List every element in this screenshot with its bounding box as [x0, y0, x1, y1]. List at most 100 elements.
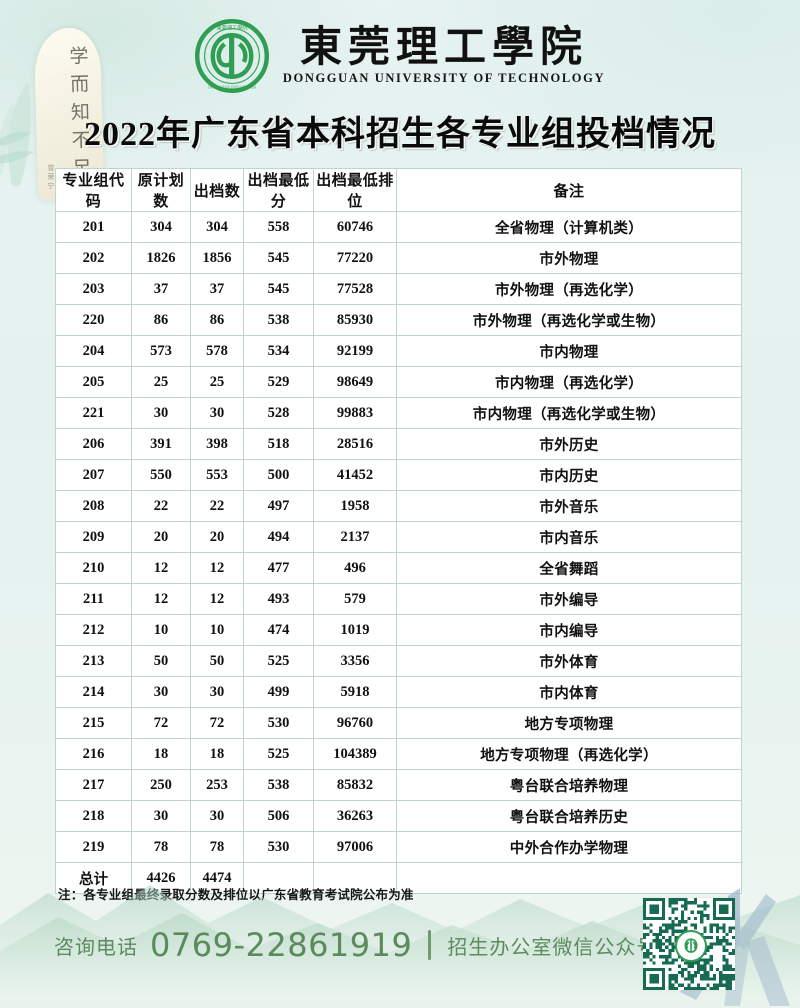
cell-minscore: 499 [243, 676, 314, 708]
cell-code: 220 [55, 304, 132, 336]
cell-plan: 20 [131, 521, 191, 553]
cell-remark: 地方专项物理（再选化学） [396, 738, 742, 770]
table-row: 213 50 50 525 3356 市外体育 [55, 645, 742, 677]
cell-minrank: 60746 [313, 211, 397, 243]
cell-remark: 市内历史 [396, 459, 742, 491]
cell-minscore: 506 [243, 800, 314, 832]
table-row: 217 250 253 538 85832 粤台联合培养物理 [55, 769, 742, 801]
admission-score-table: 专业组代码 原计划数 出档数 出档最低分 出档最低排位 备注 201 304 304… [55, 168, 742, 894]
cell-plan: 304 [131, 211, 191, 243]
table-row: 205 25 25 529 98649 市内物理（再选化学） [55, 366, 742, 398]
table-row: 214 30 30 499 5918 市内体育 [55, 676, 742, 708]
table-row: 218 30 30 506 36263 粤台联合培养历史 [55, 800, 742, 832]
cell-remark: 市内物理（再选化学或生物） [396, 397, 742, 429]
cell-code: 221 [55, 397, 132, 429]
cell-out: 253 [190, 769, 244, 801]
cell-plan: 30 [131, 800, 191, 832]
cell-minscore: 528 [243, 397, 314, 429]
page-title: 2022年广东省本科招生各专业组投档情况 [84, 116, 716, 153]
cell-code: 215 [55, 707, 132, 739]
cell-minrank: 92199 [313, 335, 397, 367]
cell-minscore: 545 [243, 273, 314, 305]
cell-plan: 12 [131, 552, 191, 584]
cell-minrank: 96760 [313, 707, 397, 739]
cell-minrank: 1019 [313, 614, 397, 646]
table-row: 203 37 37 545 77528 市外物理（再选化学） [55, 273, 742, 305]
cell-code: 201 [55, 211, 132, 243]
cell-plan: 50 [131, 645, 191, 677]
col-header-minscore: 出档最低分 [243, 168, 314, 212]
cell-out: 22 [190, 490, 244, 522]
cell-minrank: 98649 [313, 366, 397, 398]
cell-minscore: 534 [243, 335, 314, 367]
svg-text:DONGGUAN UNIV OF TECH: DONGGUAN UNIV OF TECH [208, 86, 256, 90]
cell-code: 219 [55, 831, 132, 863]
cell-code: 204 [55, 335, 132, 367]
cell-out: 78 [190, 831, 244, 863]
cell-minrank: 1958 [313, 490, 397, 522]
cell-code: 214 [55, 676, 132, 708]
cell-plan: 250 [131, 769, 191, 801]
cell-minscore: 529 [243, 366, 314, 398]
contact-bar: 咨询电话 0769-22861919 招生办公室微信公众号 [0, 920, 800, 970]
cell-remark [396, 862, 742, 894]
table-row: 210 12 12 477 496 全省舞蹈 [55, 552, 742, 584]
table-row: 212 10 10 474 1019 市内编导 [55, 614, 742, 646]
university-name-cn: 東莞理工學院 [299, 25, 588, 72]
table-row: 209 20 20 494 2137 市内音乐 [55, 521, 742, 553]
cell-remark: 市内物理 [396, 335, 742, 367]
cell-out: 37 [190, 273, 244, 305]
seal-mini-icon [684, 938, 698, 953]
cell-plan: 573 [131, 335, 191, 367]
qr-code-icon[interactable] [643, 898, 735, 990]
cell-remark: 市内体育 [396, 676, 742, 708]
cell-remark: 全省舞蹈 [396, 552, 742, 584]
cell-remark: 全省物理（计算机类） [396, 211, 742, 243]
qr-code-matrix [643, 898, 735, 990]
cell-minscore: 545 [243, 242, 314, 274]
footnote: 注：各专业组最终录取分数及排位以广东省教育考试院公布为准 [58, 888, 414, 902]
cell-out: 30 [190, 676, 244, 708]
cell-code: 210 [55, 552, 132, 584]
cell-minrank: 41452 [313, 459, 397, 491]
table-row: 219 78 78 530 97006 中外合作办学物理 [55, 831, 742, 863]
cell-out: 304 [190, 211, 244, 243]
cell-remark: 粤台联合培养历史 [396, 800, 742, 832]
cell-out: 1856 [190, 242, 244, 274]
cell-minrank: 104389 [313, 738, 397, 770]
cell-plan: 30 [131, 676, 191, 708]
table-row: 208 22 22 497 1958 市外音乐 [55, 490, 742, 522]
cell-remark: 市外物理 [396, 242, 742, 274]
cell-remark: 市内物理（再选化学） [396, 366, 742, 398]
cell-remark: 地方专项物理 [396, 707, 742, 739]
table-row: 221 30 30 528 99883 市内物理（再选化学或生物） [55, 397, 742, 429]
table-row: 207 550 553 500 41452 市内历史 [55, 459, 742, 491]
cell-plan: 86 [131, 304, 191, 336]
table-row: 201 304 304 558 60746 全省物理（计算机类） [55, 211, 742, 243]
cell-code: 208 [55, 490, 132, 522]
cell-minscore: 500 [243, 459, 314, 491]
cell-out: 10 [190, 614, 244, 646]
cell-remark: 市外物理（再选化学） [396, 273, 742, 305]
table-row: 204 573 578 534 92199 市内物理 [55, 335, 742, 367]
cell-code: 202 [55, 242, 132, 274]
cell-minrank: 77220 [313, 242, 397, 274]
table-header-row: 专业组代码 原计划数 出档数 出档最低分 出档最低排位 备注 [55, 168, 742, 212]
cell-minrank: 97006 [313, 831, 397, 863]
cell-minrank: 3356 [313, 645, 397, 677]
cell-remark: 市外音乐 [396, 490, 742, 522]
cell-minrank: 28516 [313, 428, 397, 460]
col-header-minrank: 出档最低排位 [313, 168, 397, 212]
cell-minrank: 2137 [313, 521, 397, 553]
cell-minrank: 496 [313, 552, 397, 584]
cell-out: 30 [190, 800, 244, 832]
cell-code: 206 [55, 428, 132, 460]
cell-minscore: 518 [243, 428, 314, 460]
table-row: 216 18 18 525 104389 地方专项物理（再选化学） [55, 738, 742, 770]
cell-minscore: 530 [243, 707, 314, 739]
cell-minscore: 474 [243, 614, 314, 646]
cell-remark: 市外编导 [396, 583, 742, 615]
wechat-label: 招生办公室微信公众号 [447, 934, 658, 959]
cell-code: 211 [55, 583, 132, 615]
